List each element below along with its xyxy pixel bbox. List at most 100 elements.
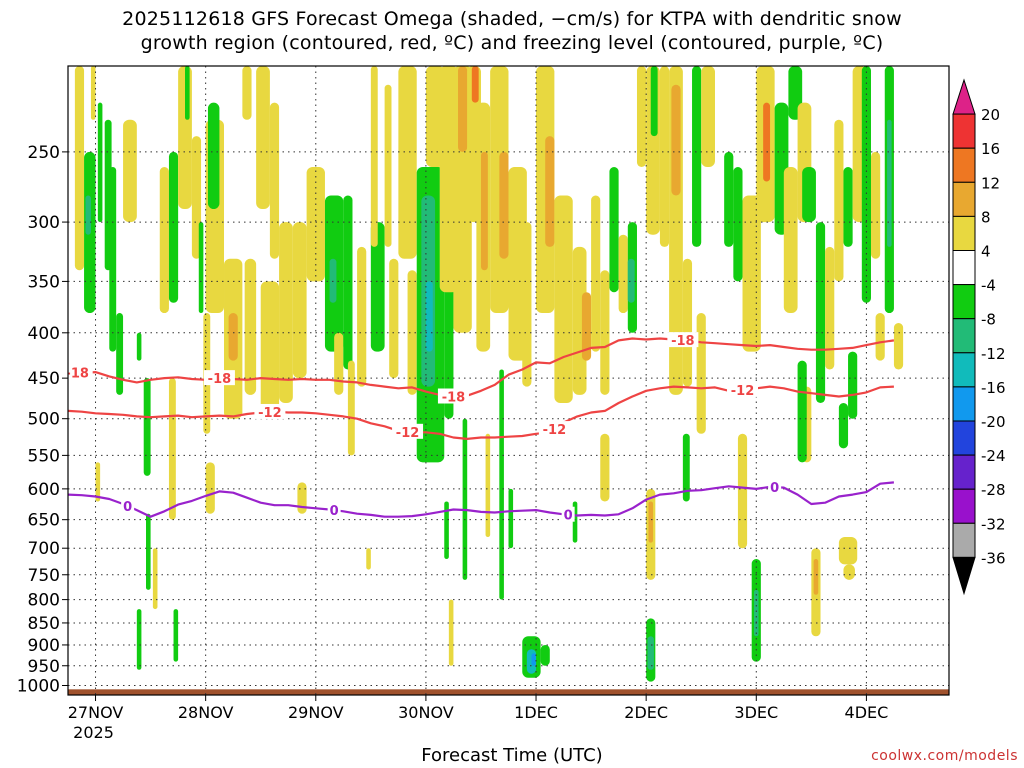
- omega-cell: [136, 332, 142, 361]
- contour-label-bg: [203, 370, 235, 386]
- omega-cell: [813, 559, 819, 595]
- contour-label-bg: [327, 502, 341, 518]
- contour-label-bg: [667, 332, 699, 348]
- omega-cell: [843, 564, 855, 580]
- colorbar-label: 8: [981, 208, 991, 226]
- omega-cell: [838, 402, 849, 449]
- omega-cell: [398, 66, 417, 259]
- contour-label-bg: [121, 498, 135, 514]
- omega-cell: [306, 166, 325, 282]
- omega-cell: [242, 66, 252, 120]
- colorbar-bin: [952, 454, 976, 490]
- omega-cell: [458, 66, 468, 152]
- ytick-label-900: 900: [28, 636, 60, 656]
- ytick-label-750: 750: [28, 566, 60, 586]
- omega-cell: [370, 222, 385, 352]
- omega-cell: [875, 313, 885, 361]
- ytick-label-700: 700: [28, 539, 60, 559]
- colorbar-top-triangle: [952, 78, 976, 115]
- omega-cell: [499, 369, 504, 600]
- contour-label--18: -18: [65, 367, 89, 382]
- omega-cell: [97, 102, 103, 223]
- colorbar-bin: [952, 181, 976, 217]
- omega-cell: [185, 66, 190, 120]
- omega-cell: [146, 513, 151, 590]
- contour-label-bg: [538, 421, 570, 437]
- colorbar-label: -16: [981, 379, 1006, 397]
- omega-cell: [448, 599, 454, 666]
- contour-0: [68, 481, 895, 518]
- omega-cell: [581, 292, 592, 361]
- omega-cell: [554, 195, 573, 403]
- omega-cell: [659, 66, 670, 247]
- omega-cell: [173, 609, 179, 662]
- omega-cell: [480, 151, 488, 271]
- omega-cell: [471, 66, 479, 103]
- colorbar-label: 20: [981, 106, 1000, 124]
- omega-cell: [600, 270, 610, 395]
- omega-cell: [85, 195, 91, 235]
- omega-cell: [462, 418, 468, 580]
- omega-cell: [848, 351, 858, 419]
- ytick-label-250: 250: [28, 143, 60, 163]
- ytick-label-650: 650: [28, 511, 60, 531]
- ytick-label-1000: 1000: [17, 676, 60, 696]
- xtick-label-29NOV: 29NOV: [288, 703, 344, 722]
- contour-label-0: 0: [770, 481, 779, 496]
- omega-cell: [334, 332, 344, 395]
- contour-label-bg: [254, 403, 286, 419]
- contour-label--12: -12: [543, 423, 567, 438]
- omega-cell: [292, 222, 307, 379]
- plot-frame: [67, 65, 950, 696]
- omega-cell: [425, 281, 433, 352]
- credit-link[interactable]: coolwx.com/models: [871, 748, 1018, 764]
- ytick-label-600: 600: [28, 480, 60, 500]
- contour-label-bg: [392, 423, 424, 439]
- ytick-label-400: 400: [28, 324, 60, 344]
- colorbar-label: 4: [981, 243, 991, 261]
- omega-cell: [256, 66, 270, 210]
- omega-cell: [297, 482, 307, 514]
- omega-cell: [269, 102, 280, 259]
- contour-label--12: -12: [258, 406, 282, 421]
- omega-cell: [384, 84, 392, 247]
- ground-layer: [68, 689, 949, 695]
- contour-label-bg: [437, 388, 469, 404]
- colorbar-label: -28: [981, 481, 1006, 499]
- omega-cell: [407, 270, 417, 395]
- omega-cell: [682, 433, 690, 502]
- omega-cell: [692, 66, 702, 247]
- colorbar-bin: [952, 147, 976, 183]
- omega-cell: [753, 589, 759, 637]
- omega-cell: [834, 119, 844, 282]
- colorbar-label: -24: [981, 447, 1006, 465]
- colorbar-label: 16: [981, 140, 1000, 158]
- contour--12: [68, 385, 894, 440]
- contour-label--18: -18: [442, 391, 466, 406]
- colorbar-bottom-triangle: [952, 556, 976, 596]
- contour-label-bg: [727, 381, 759, 397]
- xtick-sublabel-year: 2025: [73, 723, 114, 742]
- omega-cell: [95, 462, 101, 502]
- ytick-label-450: 450: [28, 369, 60, 389]
- colorbar-label: -20: [981, 413, 1006, 431]
- omega-cell: [116, 313, 124, 395]
- omega-cell: [742, 195, 761, 352]
- chart-title-line-1: 2025112618 GFS Forecast Omega (shaded, −…: [122, 8, 902, 30]
- colorbar: 20 16 12 8 4 -4 -8 -12 -16 -20 -24 -28 -32 -36: [952, 78, 1006, 596]
- omega-cell: [870, 151, 881, 259]
- omega-cell: [260, 281, 280, 419]
- colorbar-bin: [952, 386, 976, 422]
- colorbar-label: -12: [981, 345, 1006, 363]
- omega-cell: [228, 313, 238, 361]
- omega-cell: [90, 66, 96, 120]
- omega-cell: [861, 66, 871, 303]
- xtick-label-2DEC: 2DEC: [624, 703, 668, 722]
- omega-cell: [843, 166, 853, 247]
- contour-label-bg: [768, 479, 782, 495]
- omega-cell: [207, 102, 220, 210]
- omega-cell: [609, 166, 619, 293]
- omega-cell: [545, 136, 555, 247]
- omega-cell: [366, 548, 371, 570]
- colorbar-bin: [952, 488, 976, 524]
